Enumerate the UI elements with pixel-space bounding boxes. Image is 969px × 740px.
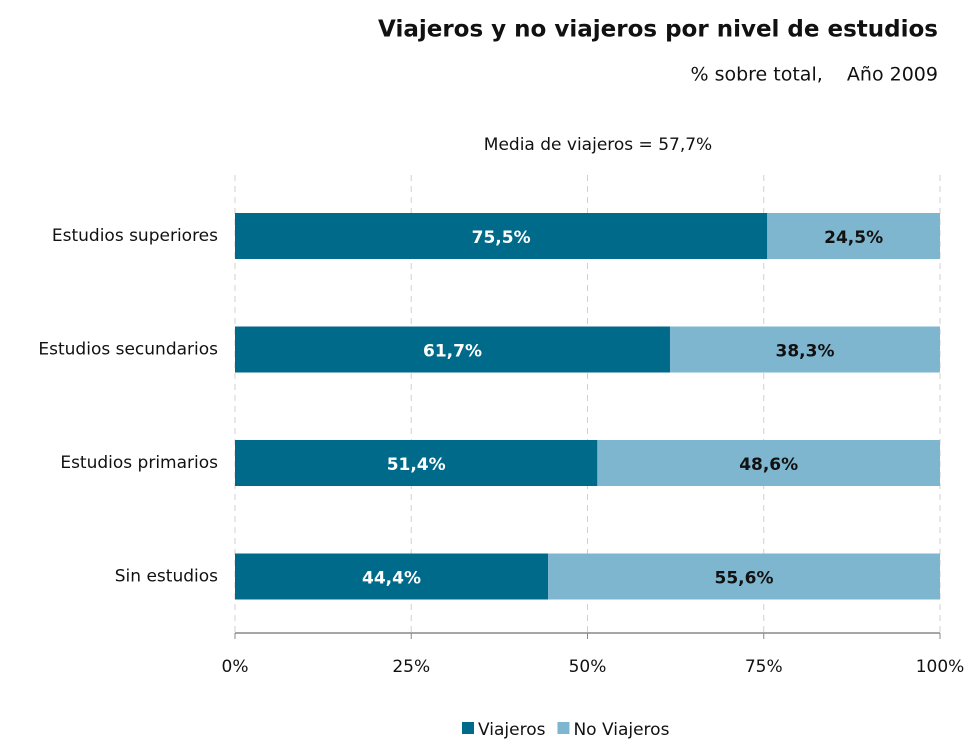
x-tick-label: 25% [392, 657, 430, 677]
legend-swatch [462, 722, 474, 734]
y-tick-label: Estudios superiores [52, 226, 218, 246]
chart-title: Viajeros y no viajeros por nivel de estu… [378, 17, 938, 43]
value-label: 48,6% [739, 455, 798, 475]
bar-segment [235, 440, 598, 486]
value-label: 51,4% [387, 455, 446, 475]
value-label: 24,5% [824, 228, 883, 248]
value-label: 44,4% [362, 569, 421, 589]
x-tick-label: 75% [745, 657, 783, 677]
y-tick-label: Estudios primarios [60, 453, 218, 473]
bar-segment [548, 553, 940, 600]
legend-label: Viajeros [478, 720, 546, 740]
x-tick-label: 100% [916, 657, 965, 677]
bar-segment [235, 326, 670, 373]
value-label: 75,5% [472, 228, 531, 248]
bar-segment [235, 553, 549, 600]
bar-segment [235, 213, 768, 259]
y-tick-label: Estudios secundarios [38, 340, 218, 360]
bar-segment [767, 213, 940, 259]
chart-subtitle: % sobre total, Año 2009 [690, 64, 938, 86]
legend-label: No Viajeros [573, 720, 669, 740]
x-tick-label: 50% [569, 657, 607, 677]
value-label: 61,7% [423, 342, 482, 362]
annotation: Media de viajeros = 57,7% [484, 135, 712, 155]
value-label: 38,3% [776, 342, 835, 362]
bar-segment [597, 440, 940, 486]
legend-swatch [557, 722, 570, 734]
value-label: 55,6% [715, 569, 774, 589]
bar-segment [669, 326, 940, 373]
x-tick-label: 0% [222, 657, 249, 677]
y-tick-label: Sin estudios [115, 567, 218, 587]
